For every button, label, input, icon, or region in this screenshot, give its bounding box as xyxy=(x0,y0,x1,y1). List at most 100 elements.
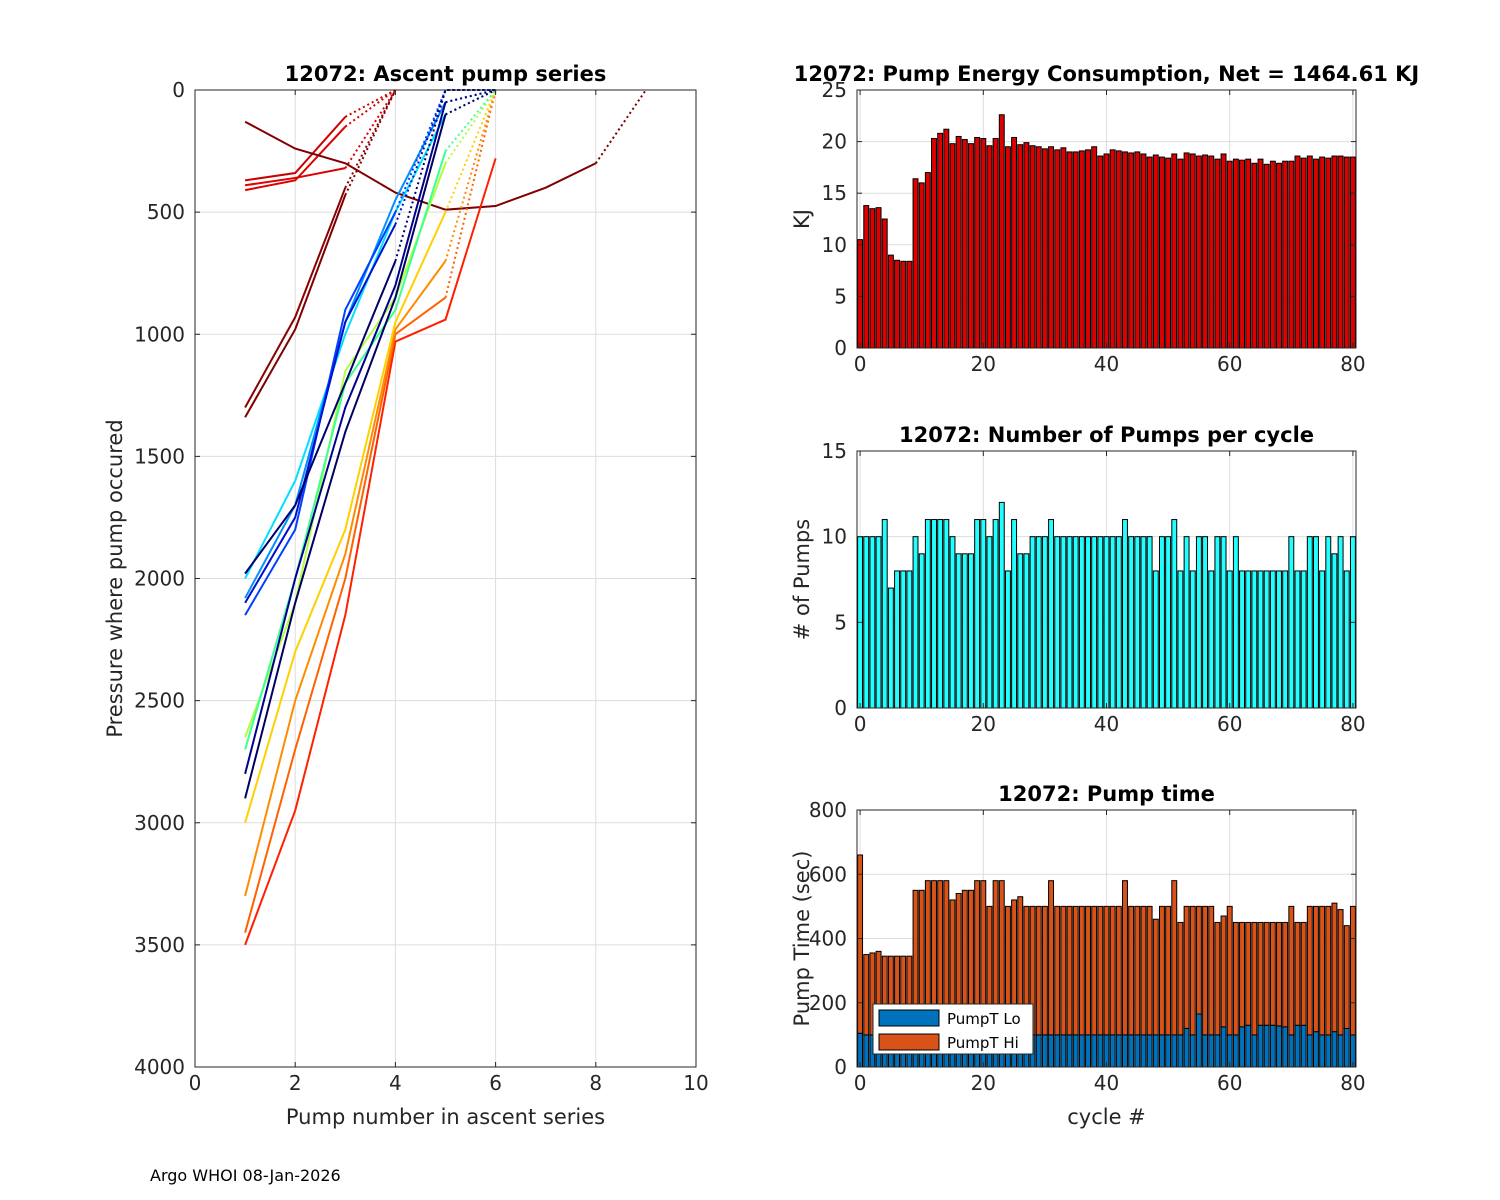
pumps-bar xyxy=(1269,570,1276,709)
pumptime-bar-hi xyxy=(1109,905,1116,1036)
legend-label: PumpT Lo xyxy=(947,1010,1021,1028)
energy-bar xyxy=(869,208,876,349)
pumps-bar xyxy=(943,519,950,709)
pumptime-bar-hi xyxy=(869,952,876,1036)
pumptime-bar-hi xyxy=(1312,905,1319,1033)
ascent-axes: 0 2 4 6 8 10 0 500 1000 1500 2000 2500 3000 3500 4000 1… xyxy=(103,62,709,1129)
pumptime-xlabel: cycle # xyxy=(1067,1105,1146,1129)
energy-bar xyxy=(1029,145,1036,349)
energy-bar xyxy=(1282,160,1289,349)
pumptime-bar-hi xyxy=(1158,905,1165,1036)
pumptime-bar-hi xyxy=(1220,915,1227,1028)
ascent-ytick-label: 3000 xyxy=(134,811,185,835)
pumptime-bar-lo xyxy=(1263,1024,1270,1068)
ascent-series-line xyxy=(244,113,447,579)
energy-bar xyxy=(1048,146,1055,349)
pumps-bar xyxy=(1066,536,1073,709)
energy-bar xyxy=(1004,146,1011,349)
energy-bar xyxy=(1239,159,1245,349)
ascent-series-line xyxy=(244,296,447,933)
pumptime-bar-hi xyxy=(1054,905,1061,1036)
energy-bar xyxy=(1183,152,1190,349)
pumptime-bar-lo xyxy=(1177,1034,1184,1068)
pumptime-bar-lo xyxy=(1165,1034,1172,1068)
energy-bar xyxy=(1128,152,1135,349)
ascent-ytick-label: 3500 xyxy=(134,933,185,957)
energy-bar xyxy=(1349,156,1356,349)
ascent-series-line xyxy=(244,187,347,409)
pumps-bar xyxy=(887,587,894,709)
pumptime-bar-hi xyxy=(1041,905,1048,1036)
pumps-xtick-label: 20 xyxy=(971,712,996,736)
energy-bar xyxy=(857,239,864,349)
pumps-bar xyxy=(961,553,968,709)
pumptime-bar-hi xyxy=(1349,905,1356,1036)
energy-bar xyxy=(1208,155,1215,349)
pumps-bar xyxy=(1011,519,1018,709)
pumps-bar xyxy=(1078,536,1085,709)
pumptime-bar-lo xyxy=(1220,1026,1227,1068)
energy-bar xyxy=(918,182,925,349)
ascent-series-line xyxy=(244,162,447,738)
pumptime-legend: PumpT Lo PumpT Hi xyxy=(872,1003,1034,1055)
pumps-bar xyxy=(1288,536,1295,709)
pumps-bar xyxy=(998,501,1005,709)
pumps-bar xyxy=(1189,570,1196,709)
pumptime-bar-hi xyxy=(863,954,870,1036)
ascent-series-dotted xyxy=(444,89,497,152)
energy-bar xyxy=(1319,156,1326,349)
ascent-series-dotted xyxy=(344,89,396,128)
energy-bar xyxy=(998,114,1005,349)
energy-bar xyxy=(1294,155,1301,349)
legend-swatch xyxy=(878,1009,940,1027)
ascent-series-line xyxy=(244,116,347,182)
energy-bar xyxy=(1041,148,1048,349)
pumps-ytick-label: 5 xyxy=(834,610,847,634)
ascent-xtick-label: 0 xyxy=(189,1071,202,1095)
pumptime-bar-lo xyxy=(1183,1027,1190,1068)
pumps-bar xyxy=(1239,570,1245,709)
pumptime-bar-lo xyxy=(1140,1034,1147,1068)
pumptime-bar-hi xyxy=(1072,905,1079,1036)
pumptime-bar-hi xyxy=(1300,921,1307,1026)
pumptime-bar-lo xyxy=(863,1034,870,1068)
energy-bar xyxy=(1288,160,1295,349)
pumps-bar xyxy=(1300,570,1307,709)
pumptime-ytick-label: 0 xyxy=(834,1055,847,1079)
pumptime-bar-lo xyxy=(1306,1034,1313,1068)
energy-bar xyxy=(1023,142,1030,349)
energy-ytick-label: 0 xyxy=(834,336,847,360)
energy-bar xyxy=(1276,162,1282,349)
pumps-bar xyxy=(1312,536,1319,709)
ascent-xtick-label: 2 xyxy=(289,1071,302,1095)
energy-bar xyxy=(1085,149,1091,349)
energy-bar xyxy=(955,135,962,349)
pumptime-bar-lo xyxy=(1282,1026,1289,1068)
pumptime-bar-hi xyxy=(1232,921,1239,1036)
pumptime-bar-hi xyxy=(1177,921,1184,1036)
energy-ytick-label: 20 xyxy=(822,130,847,154)
energy-bar xyxy=(1269,160,1276,349)
energy-xtick-label: 0 xyxy=(854,352,867,376)
pumps-bar xyxy=(1029,536,1036,709)
ascent-ylabel: Pressure where pump occured xyxy=(103,419,127,737)
energy-bar xyxy=(974,136,981,349)
pumps-xtick-label: 60 xyxy=(1217,712,1242,736)
pumps-ytick-label: 10 xyxy=(822,525,847,549)
pumptime-bar-lo xyxy=(1152,1034,1159,1068)
pumptime-ylabel: Pump Time (sec) xyxy=(790,851,814,1027)
pumptime-bar-hi xyxy=(1282,921,1289,1028)
pumps-bar xyxy=(894,570,901,709)
energy-bar xyxy=(968,143,974,349)
pumps-bar xyxy=(980,519,987,709)
energy-bar xyxy=(1214,158,1221,349)
pumps-bar xyxy=(1319,570,1326,709)
energy-bar xyxy=(894,259,901,349)
pumps-bar xyxy=(1177,570,1184,709)
pumptime-bar-lo xyxy=(1325,1034,1332,1068)
ascent-series-dotted xyxy=(344,89,397,169)
energy-title: 12072: Pump Energy Consumption, Net = 14… xyxy=(794,62,1419,86)
energy-bar xyxy=(863,205,870,349)
pumptime-bar-hi xyxy=(1122,880,1128,1036)
